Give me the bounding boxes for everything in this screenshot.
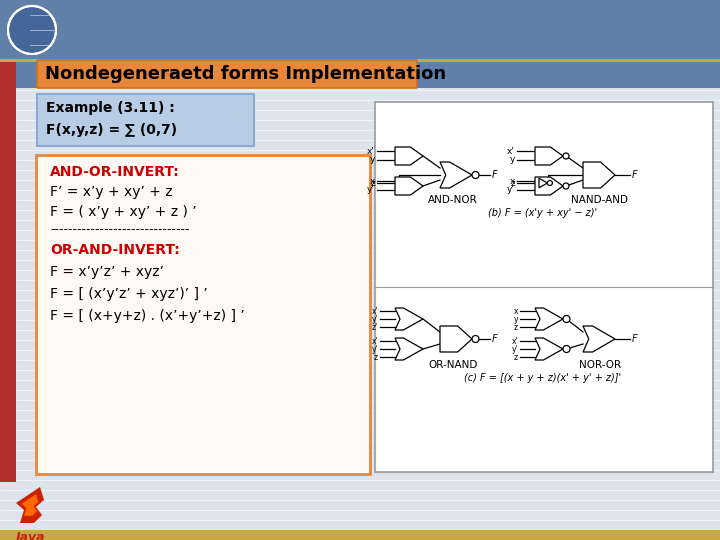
Text: y: y xyxy=(369,156,375,165)
Bar xyxy=(0,59,720,62)
Text: (b) F = (x'y + xy' − z)': (b) F = (x'y + xy' − z)' xyxy=(488,208,598,218)
Text: Example (3.11) :: Example (3.11) : xyxy=(46,101,175,115)
Text: y': y' xyxy=(367,186,375,194)
Polygon shape xyxy=(22,494,38,516)
Bar xyxy=(0,60,16,482)
Polygon shape xyxy=(535,177,563,195)
Bar xyxy=(0,530,720,540)
Polygon shape xyxy=(395,177,423,195)
Text: z: z xyxy=(370,179,375,187)
Text: 3.8 Other Two-Level Implementations: 3.8 Other Two-Level Implementations xyxy=(70,17,550,39)
Text: Nondegeneraetd forms Implementation: Nondegeneraetd forms Implementation xyxy=(45,65,446,83)
FancyBboxPatch shape xyxy=(36,155,370,474)
Text: OR-NAND: OR-NAND xyxy=(428,360,477,370)
Text: AND-NOR: AND-NOR xyxy=(428,195,478,205)
Text: F = x’y’z’ + xyz’: F = x’y’z’ + xyz’ xyxy=(50,265,164,279)
Polygon shape xyxy=(440,326,472,352)
Circle shape xyxy=(547,180,552,186)
Text: x': x' xyxy=(372,336,378,346)
Bar xyxy=(16,60,38,88)
Text: y': y' xyxy=(507,186,515,194)
Circle shape xyxy=(563,346,570,353)
Text: x': x' xyxy=(507,146,515,156)
Text: -------------------------------: ------------------------------- xyxy=(50,224,189,237)
Circle shape xyxy=(472,335,479,342)
Polygon shape xyxy=(16,487,44,523)
Text: y': y' xyxy=(372,345,378,354)
Text: NOR-OR: NOR-OR xyxy=(579,360,621,370)
Bar xyxy=(0,0,720,60)
Text: x: x xyxy=(513,307,518,315)
Text: z: z xyxy=(514,353,518,361)
Text: Java: Java xyxy=(15,530,45,540)
Polygon shape xyxy=(535,147,563,165)
Polygon shape xyxy=(583,162,615,188)
Text: z: z xyxy=(510,179,515,187)
Text: z: z xyxy=(514,322,518,332)
Text: y': y' xyxy=(511,345,518,354)
Circle shape xyxy=(563,183,569,189)
Polygon shape xyxy=(395,147,423,165)
Polygon shape xyxy=(535,308,563,330)
Text: (7-7): (7-7) xyxy=(535,28,572,42)
Text: NAND-AND: NAND-AND xyxy=(572,195,629,205)
Text: z': z' xyxy=(372,322,378,332)
Text: F: F xyxy=(632,334,638,344)
Text: (c) F = [(x + y + z)(x' + y' + z)]': (c) F = [(x + y + z)(x' + y' + z)]' xyxy=(464,373,621,383)
Text: F: F xyxy=(492,334,498,344)
Polygon shape xyxy=(440,162,472,188)
Text: y: y xyxy=(510,156,515,165)
Text: y: y xyxy=(513,314,518,323)
Polygon shape xyxy=(395,308,423,330)
Bar xyxy=(415,60,720,88)
Text: z: z xyxy=(374,353,378,361)
Text: y': y' xyxy=(372,314,378,323)
Text: F = [ (x’y’z’ + xyz’)’ ] ’: F = [ (x’y’z’ + xyz’)’ ] ’ xyxy=(50,287,208,301)
FancyBboxPatch shape xyxy=(37,94,254,146)
Circle shape xyxy=(563,315,570,322)
Text: x': x' xyxy=(367,146,375,156)
Polygon shape xyxy=(395,338,423,360)
Polygon shape xyxy=(535,338,563,360)
Polygon shape xyxy=(539,178,547,188)
Circle shape xyxy=(472,172,479,179)
Text: x: x xyxy=(369,177,375,186)
Bar xyxy=(375,102,713,472)
Text: F: F xyxy=(632,170,638,180)
FancyBboxPatch shape xyxy=(37,60,417,88)
Circle shape xyxy=(8,6,56,54)
Text: F(x,y,z) = ∑ (0,7): F(x,y,z) = ∑ (0,7) xyxy=(46,123,177,137)
Circle shape xyxy=(563,153,569,159)
Text: OR-AND-INVERT:: OR-AND-INVERT: xyxy=(50,243,180,257)
Text: x': x' xyxy=(372,307,378,315)
Text: x: x xyxy=(510,177,515,186)
Polygon shape xyxy=(583,326,615,352)
Text: F = ( x’y + xy’ + z ) ’: F = ( x’y + xy’ + z ) ’ xyxy=(50,205,197,219)
Text: F: F xyxy=(492,170,498,180)
Text: AND-OR-INVERT:: AND-OR-INVERT: xyxy=(50,165,180,179)
Text: F’ = x’y + xy’ + z: F’ = x’y + xy’ + z xyxy=(50,185,173,199)
Text: x': x' xyxy=(511,336,518,346)
Text: F = [ (x+y+z) . (x’+y’+z) ] ’: F = [ (x+y+z) . (x’+y’+z) ] ’ xyxy=(50,309,245,323)
